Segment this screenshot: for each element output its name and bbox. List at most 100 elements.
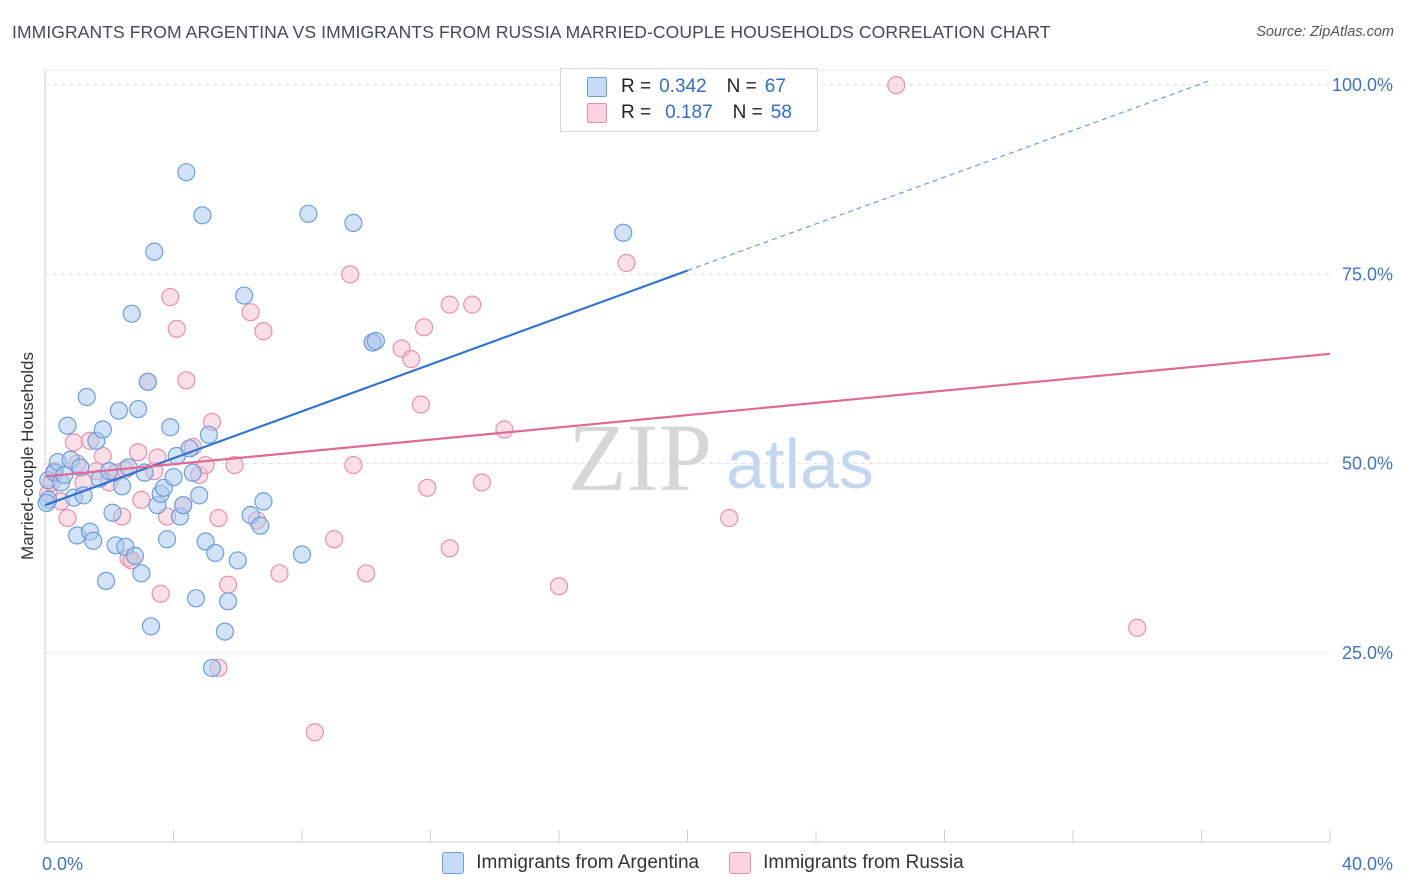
argentina-point	[125, 546, 145, 566]
legend-item-russia[interactable]: Immigrants from Russia	[729, 852, 964, 874]
argentina-point	[103, 503, 122, 522]
russia-point	[472, 473, 491, 492]
russia-point	[132, 490, 151, 509]
russia-point	[617, 253, 636, 273]
argentina-point	[215, 622, 234, 641]
legend-r-label: R =	[621, 102, 652, 123]
russia-point	[225, 455, 244, 475]
legend-label-russia: Immigrants from Russia	[763, 852, 964, 873]
legend-swatch-russia	[587, 103, 607, 123]
argentina-point	[141, 617, 161, 636]
argentina-point	[58, 416, 77, 435]
russia-trend-line	[44, 352, 1331, 478]
argentina-point	[161, 418, 180, 437]
legend-r-value-russia: 0.187	[665, 102, 713, 123]
argentina-point	[292, 545, 312, 564]
russia-point	[720, 508, 739, 528]
argentina-point	[77, 387, 96, 407]
argentina-point	[235, 286, 254, 305]
argentina-point	[190, 486, 209, 505]
russia-point	[344, 455, 363, 475]
chart-title: IMMIGRANTS FROM ARGENTINA VS IMMIGRANTS …	[12, 22, 1051, 42]
russia-point	[418, 478, 437, 497]
russia-point	[549, 577, 569, 596]
argentina-point	[132, 564, 151, 583]
chart-source: Source: ZipAtlas.com	[1256, 24, 1394, 40]
russia-point	[161, 287, 180, 307]
argentina-point	[228, 551, 247, 570]
russia-point	[341, 265, 360, 284]
argentina-point	[84, 531, 103, 550]
argentina-point	[219, 592, 238, 611]
argentina-point	[202, 658, 222, 678]
argentina-point	[122, 304, 141, 323]
russia-point	[167, 319, 186, 338]
argentina-point	[177, 163, 196, 182]
series-russia-points	[39, 76, 1147, 742]
russia-point	[129, 443, 148, 462]
legend-n-label: N =	[732, 102, 763, 123]
russia-point	[402, 350, 421, 369]
argentina-trend-extension	[687, 80, 1209, 272]
argentina-point	[299, 204, 318, 223]
tick-labels: 25.0% 50.0% 75.0% 100.0% 0.0% 40.0%	[42, 75, 1393, 874]
argentina-point	[206, 543, 225, 562]
russia-point	[463, 295, 482, 314]
legend-row-russia: R = 0.187 N = 58	[587, 101, 792, 125]
russia-point	[177, 371, 196, 390]
russia-point	[305, 723, 324, 742]
argentina-point	[145, 242, 164, 261]
argentina-point	[254, 492, 273, 511]
russia-point	[440, 539, 459, 558]
russia-point	[64, 433, 84, 452]
russia-point	[495, 420, 514, 439]
legend-swatch-russia	[729, 852, 752, 874]
russia-point	[241, 303, 260, 322]
legend-n-value-russia: 58	[770, 102, 792, 123]
legend-n-label: N =	[726, 76, 757, 97]
argentina-point	[344, 213, 363, 232]
series-legend: Immigrants from Argentina Immigrants fro…	[0, 852, 1406, 874]
argentina-point	[199, 425, 218, 444]
watermark-atlas: atlas	[726, 425, 874, 503]
y-tick-label: 50.0%	[1342, 454, 1393, 474]
argentina-point	[366, 331, 385, 351]
legend-row-argentina: R = 0.342 N = 67	[587, 75, 786, 99]
argentina-point	[193, 206, 212, 225]
legend-swatch-argentina	[587, 77, 607, 97]
legend-n-value-argentina: 67	[764, 76, 786, 97]
argentina-point	[174, 496, 193, 515]
trend-lines	[44, 80, 1331, 507]
legend-item-argentina[interactable]: Immigrants from Argentina	[442, 852, 699, 874]
y-tick-label: 25.0%	[1342, 643, 1393, 663]
argentina-point	[186, 589, 206, 608]
russia-point	[1128, 618, 1147, 637]
russia-point	[414, 318, 434, 337]
argentina-point	[138, 372, 157, 391]
russia-point	[93, 446, 112, 466]
argentina-point	[109, 401, 128, 420]
y-tick-label: 75.0%	[1342, 264, 1393, 284]
russia-point	[151, 584, 170, 603]
legend-swatch-argentina	[442, 852, 465, 874]
argentina-point	[164, 468, 183, 487]
argentina-point	[614, 223, 633, 242]
argentina-point	[251, 516, 270, 535]
axes	[44, 70, 1331, 843]
russia-point	[887, 76, 906, 95]
russia-point	[209, 508, 228, 528]
watermark: ZIP atlas	[568, 404, 874, 511]
russia-point	[411, 395, 430, 414]
argentina-point	[93, 420, 112, 439]
y-tick-label: 100.0%	[1332, 75, 1393, 95]
x-tick-label-min: 0.0%	[42, 854, 83, 874]
legend-label-argentina: Immigrants from Argentina	[476, 852, 700, 873]
russia-point	[270, 564, 289, 583]
legend-r-value-argentina: 0.342	[659, 76, 707, 97]
watermark-zip: ZIP	[568, 404, 712, 511]
legend-r-label: R =	[621, 76, 652, 97]
russia-point	[357, 564, 376, 583]
argentina-point	[96, 571, 116, 590]
russia-point	[58, 508, 77, 528]
